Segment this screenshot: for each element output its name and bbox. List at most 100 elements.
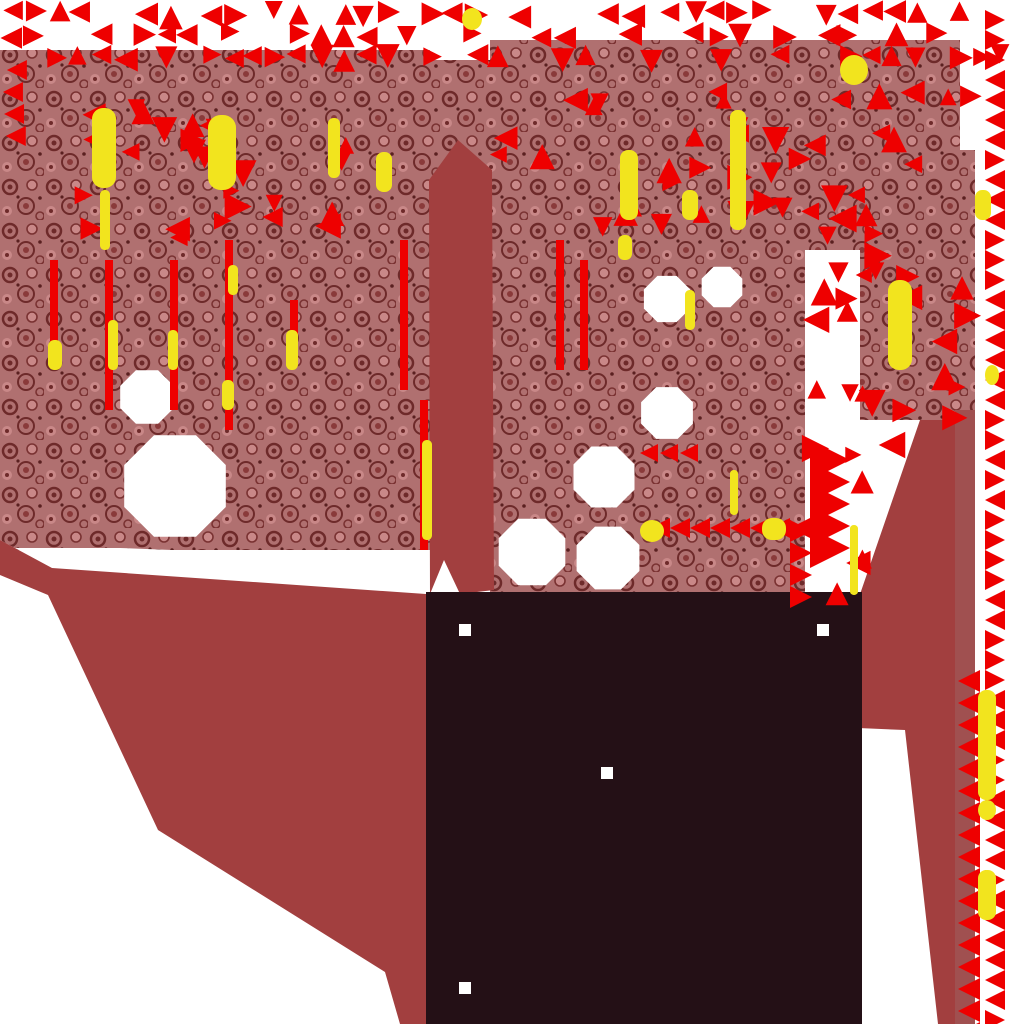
red-arrow-marker xyxy=(958,868,980,890)
octagon-hole xyxy=(641,387,693,439)
red-arrow-marker xyxy=(788,147,812,171)
red-arrow-marker xyxy=(815,4,837,26)
red-arrow-marker xyxy=(948,378,966,396)
red-arrow-marker xyxy=(958,1000,980,1022)
red-arrow-marker xyxy=(958,934,980,956)
octagon-hole xyxy=(576,526,640,590)
red-arrow-marker xyxy=(621,4,646,29)
red-arrow-marker xyxy=(315,213,341,239)
yellow-stripe-marker xyxy=(286,330,298,370)
red-arrow-marker xyxy=(985,330,1005,350)
red-arrow-marker xyxy=(224,3,248,28)
red-arrow-marker xyxy=(850,470,874,494)
yellow-stripe-marker xyxy=(620,150,638,220)
red-arrow-marker xyxy=(831,89,852,110)
red-arrow-marker xyxy=(709,27,729,47)
red-arrow-marker xyxy=(985,790,1005,810)
red-arrow-marker xyxy=(958,670,980,692)
red-arrow-marker xyxy=(900,80,925,105)
red-arrow-marker xyxy=(176,24,198,46)
octagon-hole xyxy=(643,275,691,323)
yellow-stripe-marker xyxy=(975,190,991,220)
red-arrow-marker xyxy=(858,389,886,417)
red-arrow-marker xyxy=(855,266,872,284)
red-arrow-marker xyxy=(985,630,1005,650)
red-arrow-marker xyxy=(836,24,858,46)
red-arrow-marker xyxy=(958,692,980,714)
red-arrow-marker xyxy=(958,956,980,978)
octagon-holes xyxy=(0,266,743,594)
red-arrow-marker xyxy=(802,306,830,334)
red-arrow-marker xyxy=(985,530,1005,550)
red-arrow-marker xyxy=(692,205,711,223)
red-arrow-marker xyxy=(790,542,812,564)
red-arrow-marker xyxy=(310,24,332,46)
yellow-dot-marker xyxy=(985,365,999,385)
red-arrow-marker xyxy=(5,126,26,146)
registration-dot-top-left xyxy=(459,624,471,636)
yellow-stripe-marker xyxy=(92,108,116,188)
red-arrow-marker xyxy=(818,24,841,47)
yellow-stripe-marker xyxy=(222,380,234,410)
red-arrow-marker xyxy=(74,186,93,205)
red-arrow-marker xyxy=(854,203,878,227)
yellow-stripe-marker xyxy=(618,235,632,260)
red-arrow-marker xyxy=(807,380,827,399)
red-arrow-marker xyxy=(985,650,1005,670)
red-arrow-marker xyxy=(597,3,619,25)
red-arrow-marker xyxy=(770,44,790,64)
red-arrow-marker xyxy=(80,217,103,240)
red-arrow-marker xyxy=(958,846,980,868)
red-arrow-marker xyxy=(973,47,992,66)
red-arrow-marker xyxy=(866,262,885,280)
red-arrow-marker xyxy=(825,582,849,606)
red-arrow-marker xyxy=(881,437,898,455)
red-arrow-marker xyxy=(157,25,176,44)
red-arrow-marker xyxy=(985,590,1005,610)
red-arrow-marker xyxy=(337,137,355,154)
yellow-stripe-marker xyxy=(328,118,340,178)
red-arrow-marker xyxy=(949,46,973,70)
red-arrow-marker xyxy=(708,82,728,102)
red-arrow-marker xyxy=(682,22,704,43)
red-arrow-marker xyxy=(264,46,286,68)
red-arrow-marker xyxy=(356,44,377,65)
yellow-stripe-marker xyxy=(100,190,110,250)
red-arrow-marker xyxy=(22,25,44,47)
left-wing-shape xyxy=(0,540,426,1024)
right-wing-shape xyxy=(858,420,958,1024)
red-arrow-marker xyxy=(660,444,678,462)
red-arrow-marker xyxy=(836,300,858,322)
red-arrow-marker xyxy=(134,2,159,26)
red-arrow-marker xyxy=(131,100,155,125)
white-gap xyxy=(0,540,430,594)
red-arrow-marker xyxy=(441,2,463,24)
texture-patch xyxy=(860,150,975,420)
red-line-marker xyxy=(50,260,58,350)
red-arrow-marker xyxy=(529,144,555,170)
red-arrow-marker xyxy=(942,405,968,431)
red-arrow-marker xyxy=(685,1,707,23)
red-arrow-marker xyxy=(810,278,838,306)
red-arrow-marker xyxy=(985,470,1005,490)
red-arrow-marker xyxy=(958,736,980,758)
red-arrow-marker xyxy=(985,610,1005,630)
yellow-stripe-markers xyxy=(48,8,999,920)
red-arrow-marker xyxy=(862,0,883,21)
red-arrow-marker xyxy=(752,0,772,20)
red-arrow-marker xyxy=(862,45,881,65)
red-arrow-marker xyxy=(958,824,980,846)
red-arrow-marker xyxy=(155,46,178,69)
red-arrow-marker xyxy=(990,44,1010,64)
center-spike-shape xyxy=(429,140,494,594)
yellow-stripe-marker xyxy=(48,340,62,370)
red-arrow-marker xyxy=(828,204,857,233)
red-arrow-marker xyxy=(985,190,1005,210)
yellow-stripe-marker xyxy=(762,518,786,540)
red-arrow-marker xyxy=(760,162,782,184)
red-arrow-marker xyxy=(939,88,957,106)
red-arrow-marker xyxy=(949,1,970,21)
red-arrow-marker xyxy=(773,25,797,49)
red-arrow-marker xyxy=(958,912,980,934)
red-arrow-marker xyxy=(985,670,1005,690)
